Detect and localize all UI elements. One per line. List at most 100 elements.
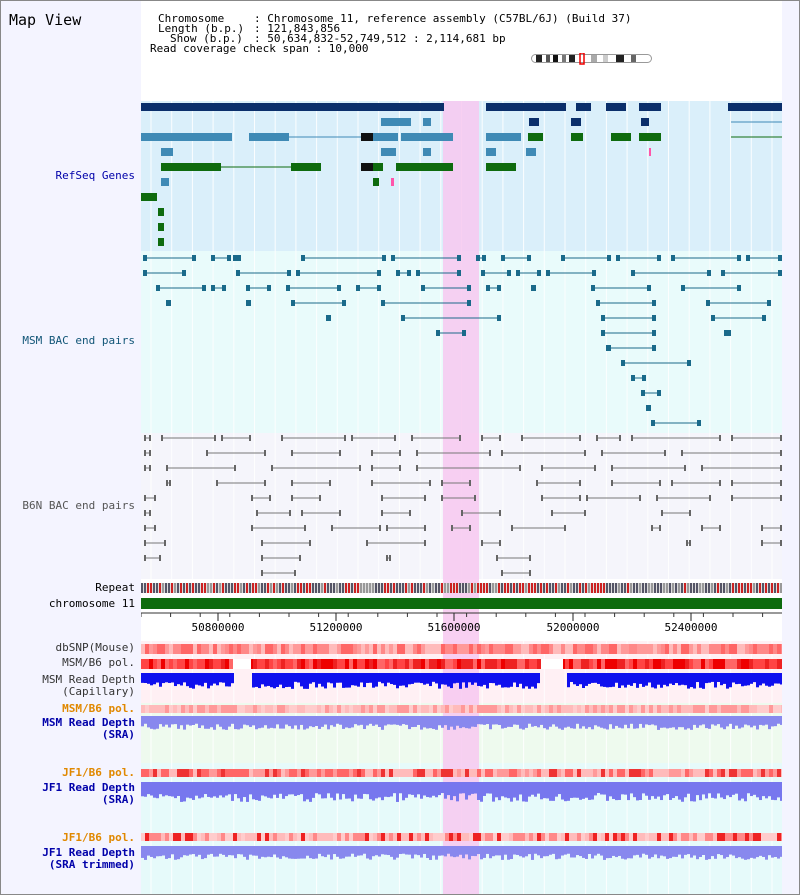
heat-cell bbox=[293, 644, 297, 654]
depth-bar bbox=[576, 716, 579, 724]
msm-end-marker bbox=[591, 285, 595, 291]
depth-bar bbox=[405, 716, 408, 725]
heat-cell bbox=[385, 644, 389, 654]
depth-bar bbox=[195, 846, 198, 857]
heat-cell bbox=[513, 833, 517, 841]
heat-cell bbox=[689, 705, 693, 713]
depth-bar bbox=[627, 716, 630, 729]
depth-bar bbox=[264, 846, 267, 858]
depth-bar bbox=[606, 716, 609, 730]
b6n-end-marker bbox=[249, 435, 251, 441]
b6n-end-marker bbox=[501, 450, 503, 456]
heat-cell bbox=[745, 705, 749, 713]
depth-bar bbox=[360, 782, 363, 799]
heat-cell bbox=[601, 833, 605, 841]
genome-browser-canvas[interactable]: 50800000 51200000 51600000 52000000 52400000 bbox=[137, 1, 785, 894]
heat-cell bbox=[429, 769, 433, 777]
b6n-end-marker bbox=[344, 435, 346, 441]
heat-cell bbox=[693, 659, 697, 669]
depth-bar bbox=[171, 782, 174, 797]
depth-bar bbox=[663, 846, 666, 857]
track-canvas[interactable]: 50800000 51200000 51600000 52000000 52400000 bbox=[137, 1, 785, 894]
heat-cell bbox=[677, 769, 681, 777]
b6n-end-marker bbox=[639, 495, 641, 501]
heat-cell bbox=[661, 769, 665, 777]
heat-cell bbox=[469, 644, 473, 654]
b6n-end-marker bbox=[159, 555, 161, 561]
depth-bar bbox=[435, 673, 438, 684]
heat-cell bbox=[705, 833, 709, 841]
repeat-mark bbox=[540, 583, 542, 593]
repeat-mark bbox=[165, 583, 167, 593]
heat-cell bbox=[165, 833, 169, 841]
depth-bar bbox=[357, 846, 360, 856]
depth-bar bbox=[444, 716, 447, 726]
heat-cell bbox=[689, 833, 693, 841]
depth-bar bbox=[225, 716, 228, 730]
depth-bar bbox=[738, 716, 741, 729]
depth-bar bbox=[210, 846, 213, 854]
track-label-msm-bac[interactable]: MSM BAC end pairs bbox=[22, 334, 135, 347]
depth-bar bbox=[579, 673, 582, 685]
heat-cell bbox=[673, 644, 677, 654]
b6n-end-marker bbox=[501, 570, 503, 576]
heat-cell bbox=[425, 705, 429, 713]
heat-cell bbox=[597, 769, 601, 777]
b6n-end-marker bbox=[611, 465, 613, 471]
heat-cell bbox=[721, 705, 725, 713]
depth-bar bbox=[507, 716, 510, 727]
depth-bar bbox=[507, 673, 510, 688]
heat-cell bbox=[437, 769, 441, 777]
heat-cell bbox=[253, 659, 257, 669]
heat-cell bbox=[613, 644, 617, 654]
depth-bar bbox=[339, 673, 342, 683]
heat-cell bbox=[353, 833, 357, 841]
depth-bar bbox=[606, 846, 609, 859]
chromosome-ideogram[interactable] bbox=[531, 53, 653, 65]
depth-bar bbox=[747, 846, 750, 860]
track-label-jf1-pol-2: JF1/B6 pol. bbox=[62, 831, 135, 844]
depth-bar bbox=[420, 782, 423, 799]
axis-tick-label: 51600000 bbox=[428, 621, 481, 634]
depth-bar bbox=[537, 846, 540, 856]
b6n-end-marker bbox=[659, 525, 661, 531]
repeat-mark bbox=[390, 583, 392, 593]
track-label-refseq[interactable]: RefSeq Genes bbox=[55, 169, 135, 182]
depth-bar bbox=[207, 782, 210, 797]
depth-bar bbox=[777, 782, 780, 798]
depth-bar bbox=[246, 782, 249, 802]
depth-bar bbox=[177, 716, 180, 729]
highlight-region[interactable] bbox=[443, 1, 479, 894]
depth-bar bbox=[330, 782, 333, 798]
heat-cell bbox=[649, 769, 653, 777]
repeat-mark bbox=[693, 583, 695, 593]
repeat-mark bbox=[402, 583, 404, 593]
depth-bar bbox=[750, 782, 753, 797]
heat-cell bbox=[169, 705, 173, 713]
depth-bar bbox=[258, 716, 261, 729]
repeat-mark bbox=[690, 583, 692, 593]
b6n-end-marker bbox=[371, 465, 373, 471]
depth-bar bbox=[246, 716, 249, 726]
gene-block bbox=[728, 103, 782, 111]
depth-bar bbox=[609, 846, 612, 859]
track-label-msm-depth-sra-sub: (SRA) bbox=[101, 728, 135, 741]
heat-cell bbox=[545, 644, 549, 654]
heat-cell bbox=[673, 833, 677, 841]
heat-cell bbox=[309, 659, 313, 669]
repeat-mark bbox=[456, 583, 458, 593]
b6n-end-marker bbox=[586, 495, 588, 501]
heat-cell bbox=[349, 769, 353, 777]
msm-end-marker bbox=[537, 270, 541, 276]
depth-bar bbox=[522, 846, 525, 858]
heat-cell bbox=[765, 644, 769, 654]
depth-bar bbox=[636, 716, 639, 729]
depth-bar bbox=[579, 846, 582, 857]
heat-cell bbox=[373, 644, 377, 654]
b6n-end-marker bbox=[584, 510, 586, 516]
depth-bar bbox=[723, 846, 726, 859]
depth-bar bbox=[495, 846, 498, 856]
track-label-b6n-bac[interactable]: B6N BAC end pairs bbox=[22, 499, 135, 512]
heat-cell bbox=[777, 769, 781, 777]
depth-bar bbox=[603, 716, 606, 729]
